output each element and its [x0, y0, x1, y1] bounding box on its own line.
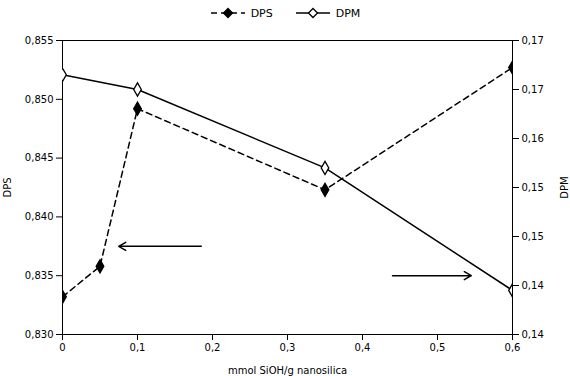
svg-text:0,4: 0,4	[355, 342, 371, 353]
svg-text:0,15: 0,15	[522, 231, 544, 242]
svg-text:0,14: 0,14	[522, 280, 544, 291]
svg-text:0: 0	[59, 342, 65, 353]
html-text:DPM: DPM	[335, 6, 361, 20]
svg-text:0,17: 0,17	[522, 84, 544, 95]
svg-text:0,1: 0,1	[130, 342, 146, 353]
svg-text:0,845: 0,845	[25, 152, 54, 163]
svg-text:0,17: 0,17	[522, 35, 544, 46]
svg-text:0,14: 0,14	[522, 329, 544, 340]
svg-text:0,15: 0,15	[522, 182, 544, 193]
svg-text:0,3: 0,3	[280, 342, 296, 353]
svg-text:0,855: 0,855	[25, 35, 54, 46]
svg-text:0,5: 0,5	[430, 342, 446, 353]
svg-text:0,840: 0,840	[25, 211, 54, 222]
svg-text:DPM: DPM	[559, 176, 570, 198]
svg-text:0,830: 0,830	[25, 329, 54, 340]
svg-text:0,16: 0,16	[522, 133, 544, 144]
html-text:DPS: DPS	[250, 6, 273, 20]
svg-text:0,2: 0,2	[205, 342, 221, 353]
svg-text:0,850: 0,850	[25, 94, 54, 105]
svg-text:0,835: 0,835	[25, 270, 54, 281]
svg-text:DPS: DPS	[2, 177, 13, 197]
svg-text:mmol SiOH/g nanosilica: mmol SiOH/g nanosilica	[228, 365, 347, 376]
svg-text:0,6: 0,6	[505, 342, 521, 353]
